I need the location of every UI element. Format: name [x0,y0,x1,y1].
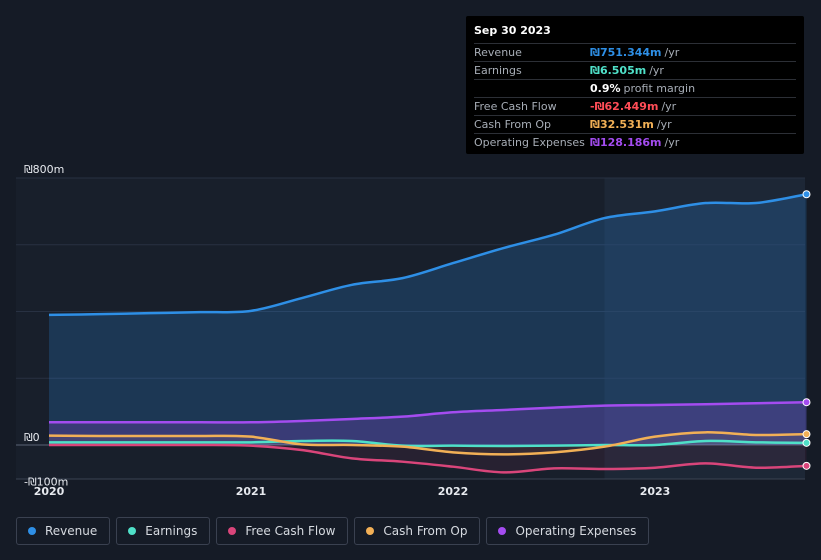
x-tick-label: 2023 [640,485,671,498]
series-lines [48,193,807,474]
series-areas [49,194,807,473]
x-tick-label: 2022 [438,485,469,498]
tooltip-value: ₪32.531m [590,118,654,131]
tooltip-label: Revenue [474,46,522,59]
x-tick-label: 2021 [236,485,267,498]
tooltip-label: Cash From Op [474,118,552,131]
y-tick-label: ₪0 [24,431,40,444]
tooltip-unit: /yr [661,100,677,113]
legend-dot-icon [128,527,137,535]
tooltip-value: -₪62.449m [590,100,659,113]
y-tick-label: -₪100m [24,475,68,488]
tooltip-value: 0.9% [590,82,621,95]
highlight-region [604,178,805,479]
endpoint-earnings [802,438,811,447]
tooltip-unit: /yr [649,64,664,77]
tooltip-value: ₪128.186m [590,136,662,149]
y-axis-ticks: ₪800m ₪0 -₪100m [24,163,68,488]
legend-label: Cash From Op [383,524,468,538]
tooltip-label [474,80,590,97]
tooltip: Sep 30 2023 Revenue ₪751.344m/yr Earnings ₪… [466,16,804,154]
y-tick-label: ₪800m [24,163,64,176]
chart: ₪800m ₪0 -₪100m 2020 2021 2022 2023 [16,163,811,498]
legend-item-earnings[interactable]: Earnings [116,517,211,545]
legend-label: Revenue [45,524,98,538]
legend-dot-icon [28,527,36,535]
line-earnings [49,439,807,448]
tooltip-label: Operating Expenses [474,136,585,149]
tooltip-row: Earnings ₪6.505m/yr [474,62,796,80]
endpoint-revenue [802,190,811,199]
legend-item-cash-from-op[interactable]: Cash From Op [354,517,481,545]
series-endpoints [802,190,811,470]
line-revenue [48,193,807,317]
tooltip-row: Revenue ₪751.344m/yr [474,44,796,62]
legend-label: Earnings [145,524,198,538]
legend-dot-icon [366,527,375,535]
endpoint-free-cash-flow [802,461,811,470]
legend-item-free-cash-flow[interactable]: Free Cash Flow [216,517,349,545]
tooltip-value: ₪751.344m [590,46,662,59]
tooltip-label: Free Cash Flow [474,100,557,113]
tooltip-unit: /yr [664,46,680,59]
x-axis-ticks: 2020 2021 2022 2023 [34,485,671,498]
tooltip-label: Earnings [474,64,522,77]
tooltip-row: Free Cash Flow -₪62.449m/yr [474,98,796,116]
x-tick-label: 2020 [34,485,65,498]
area-free-cash-flow [49,444,807,473]
area-revenue [49,194,807,445]
endpoint-cash-from-op [802,430,811,439]
tooltip-row: Operating Expenses ₪128.186m/yr [474,134,796,151]
area-cash-from-op [49,432,807,455]
tooltip-row: 0.9% profit margin [474,80,796,98]
tooltip-row: Cash From Op ₪32.531m/yr [474,116,796,134]
endpoint-operating-expenses [802,398,811,407]
legend-item-operating-expenses[interactable]: Operating Expenses [486,517,650,545]
legend-dot-icon [228,527,237,535]
legend-label: Operating Expenses [515,524,637,538]
tooltip-unit: /yr [664,136,680,149]
legend: Revenue Earnings Free Cash Flow Cash From O… [16,517,650,545]
tooltip-date: Sep 30 2023 [474,23,796,44]
tooltip-value: ₪6.505m [590,64,647,77]
tooltip-unit: profit margin [623,82,696,95]
tooltip-rows: Revenue ₪751.344m/yr Earnings ₪6.505m/yr 0.9… [474,44,796,151]
line-cash-from-op [48,431,807,456]
legend-item-revenue[interactable]: Revenue [16,517,111,545]
tooltip-unit: /yr [656,118,672,131]
area-operating-expenses [49,402,807,445]
line-operating-expenses [49,400,807,424]
line-free-cash-flow [49,443,807,474]
legend-dot-icon [498,527,507,535]
legend-label: Free Cash Flow [245,524,336,538]
